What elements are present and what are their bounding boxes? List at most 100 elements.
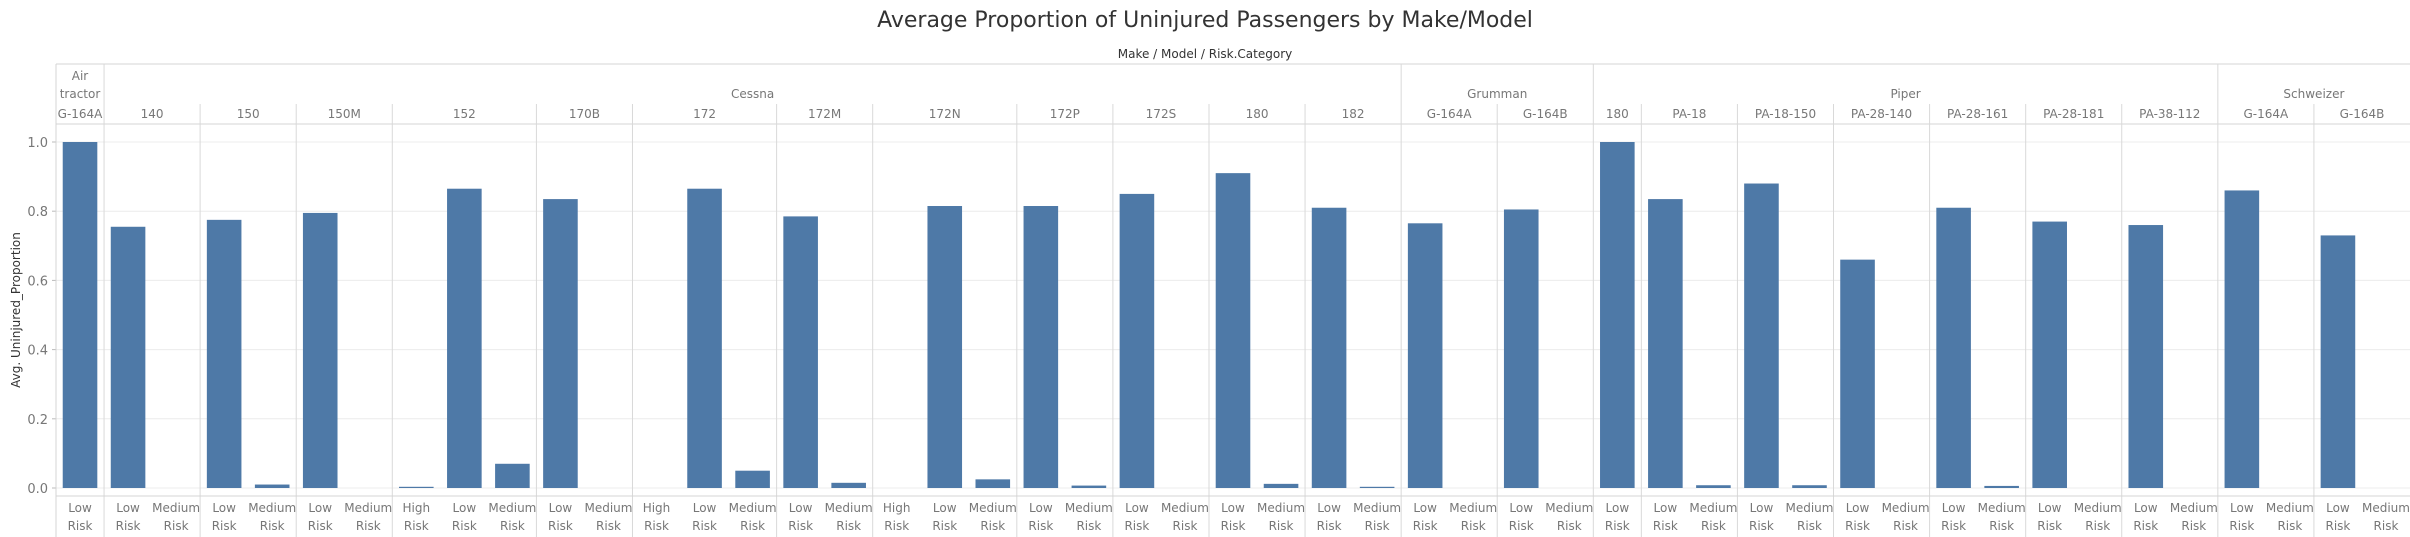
model-label: 152 bbox=[453, 107, 476, 121]
risk-category-label: Medium bbox=[1065, 501, 1113, 515]
risk-category-label: Medium bbox=[152, 501, 200, 515]
bar bbox=[735, 470, 770, 488]
model-label: G-164A bbox=[1427, 107, 1473, 121]
risk-category-label: Medium bbox=[1689, 501, 1737, 515]
model-label: 172S bbox=[1146, 107, 1177, 121]
risk-category-label-line2: Risk bbox=[1845, 519, 1870, 533]
risk-category-label-line2: Risk bbox=[548, 519, 573, 533]
model-label: 140 bbox=[141, 107, 164, 121]
risk-category-label-line2: Risk bbox=[2037, 519, 2062, 533]
make-label: Air bbox=[72, 69, 89, 83]
bar bbox=[927, 206, 963, 488]
y-tick-label: 0.4 bbox=[27, 344, 48, 359]
risk-category-label-line2: Risk bbox=[1605, 519, 1630, 533]
risk-category-label: Low bbox=[549, 501, 573, 515]
model-label: PA-28-161 bbox=[1947, 107, 2008, 121]
bar bbox=[302, 212, 338, 488]
model-label: 172M bbox=[808, 107, 841, 121]
model-label: 172P bbox=[1050, 107, 1080, 121]
risk-category-label: Low bbox=[1750, 501, 1774, 515]
risk-category-label-line2: Risk bbox=[452, 519, 477, 533]
risk-category-label-line2: Risk bbox=[1749, 519, 1774, 533]
risk-category-label: Medium bbox=[2074, 501, 2122, 515]
bar bbox=[1503, 209, 1539, 488]
risk-category-label: Low bbox=[116, 501, 140, 515]
bar bbox=[495, 463, 530, 488]
risk-category-label: Medium bbox=[969, 501, 1017, 515]
risk-category-label-line2: Risk bbox=[1221, 519, 1246, 533]
risk-category-label-line2: Risk bbox=[2085, 519, 2110, 533]
bar bbox=[1359, 486, 1395, 488]
risk-category-label: High bbox=[403, 501, 431, 515]
model-label: 172N bbox=[929, 107, 961, 121]
risk-category-label: Medium bbox=[1161, 501, 1209, 515]
risk-category-label-line2: Risk bbox=[1509, 519, 1534, 533]
risk-category-label-line2: Risk bbox=[1941, 519, 1966, 533]
model-label: 150M bbox=[328, 107, 361, 121]
risk-category-label: Low bbox=[2134, 501, 2158, 515]
bar bbox=[1215, 173, 1251, 488]
model-label: G-164A bbox=[58, 107, 104, 121]
risk-category-label: Low bbox=[1221, 501, 1245, 515]
risk-category-label-line2: Risk bbox=[1989, 519, 2014, 533]
risk-category-label: Medium bbox=[2170, 501, 2218, 515]
risk-category-label-line2: Risk bbox=[212, 519, 237, 533]
risk-category-label: Low bbox=[1846, 501, 1870, 515]
bar bbox=[1696, 485, 1731, 488]
risk-category-label: Medium bbox=[488, 501, 536, 515]
y-tick-label: 0.6 bbox=[27, 274, 48, 289]
risk-category-label-line2: Risk bbox=[836, 519, 861, 533]
risk-category-label-line2: Risk bbox=[1461, 519, 1486, 533]
risk-category-label: Low bbox=[1942, 501, 1966, 515]
risk-category-label-line2: Risk bbox=[596, 519, 621, 533]
make-label: Piper bbox=[1890, 87, 1920, 101]
risk-category-label-line2: Risk bbox=[1413, 519, 1438, 533]
bar bbox=[1023, 206, 1059, 488]
bar bbox=[1311, 207, 1347, 489]
make-label: tractor bbox=[60, 87, 101, 101]
risk-category-label: Low bbox=[693, 501, 717, 515]
risk-category-label: Low bbox=[933, 501, 957, 515]
y-tick-label: 1.0 bbox=[27, 136, 48, 151]
model-label: 172 bbox=[693, 107, 716, 121]
make-label: Grumman bbox=[1467, 87, 1527, 101]
model-label: PA-28-140 bbox=[1851, 107, 1912, 121]
risk-category-label-line2: Risk bbox=[1317, 519, 1342, 533]
risk-category-label: High bbox=[883, 501, 911, 515]
risk-category-label-line2: Risk bbox=[2374, 519, 2399, 533]
bar bbox=[1936, 207, 1971, 489]
risk-category-label: Medium bbox=[729, 501, 777, 515]
risk-category-label: Low bbox=[1029, 501, 1053, 515]
bar bbox=[1263, 483, 1299, 488]
bar bbox=[783, 216, 818, 488]
risk-category-label: Low bbox=[1654, 501, 1678, 515]
risk-category-label: Low bbox=[453, 501, 477, 515]
bar bbox=[2032, 221, 2067, 488]
risk-category-label-line2: Risk bbox=[932, 519, 957, 533]
column-header: Make / Model / Risk.Category bbox=[1118, 47, 1293, 61]
risk-category-label: Medium bbox=[344, 501, 392, 515]
risk-category-label-line2: Risk bbox=[1701, 519, 1726, 533]
risk-category-label: Medium bbox=[2266, 501, 2314, 515]
risk-category-label: Medium bbox=[1882, 501, 1930, 515]
risk-category-label: High bbox=[643, 501, 671, 515]
risk-category-label: Low bbox=[308, 501, 332, 515]
risk-category-label-line2: Risk bbox=[2181, 519, 2206, 533]
risk-category-label: Low bbox=[212, 501, 236, 515]
bar bbox=[687, 188, 722, 488]
bar bbox=[831, 482, 866, 488]
model-label: PA-18 bbox=[1672, 107, 1706, 121]
risk-category-label-line2: Risk bbox=[980, 519, 1005, 533]
risk-category-label: Low bbox=[68, 501, 92, 515]
y-tick-label: 0.0 bbox=[27, 482, 48, 497]
risk-category-label: Medium bbox=[1353, 501, 1401, 515]
risk-category-label-line2: Risk bbox=[1124, 519, 1149, 533]
bar bbox=[1792, 485, 1827, 488]
bar bbox=[62, 142, 98, 488]
make-label: Cessna bbox=[731, 87, 774, 101]
risk-category-label-line2: Risk bbox=[740, 519, 765, 533]
risk-category-label-line2: Risk bbox=[1269, 519, 1294, 533]
bar bbox=[2128, 225, 2164, 489]
risk-category-label-line2: Risk bbox=[2133, 519, 2158, 533]
risk-category-label-line2: Risk bbox=[1557, 519, 1582, 533]
